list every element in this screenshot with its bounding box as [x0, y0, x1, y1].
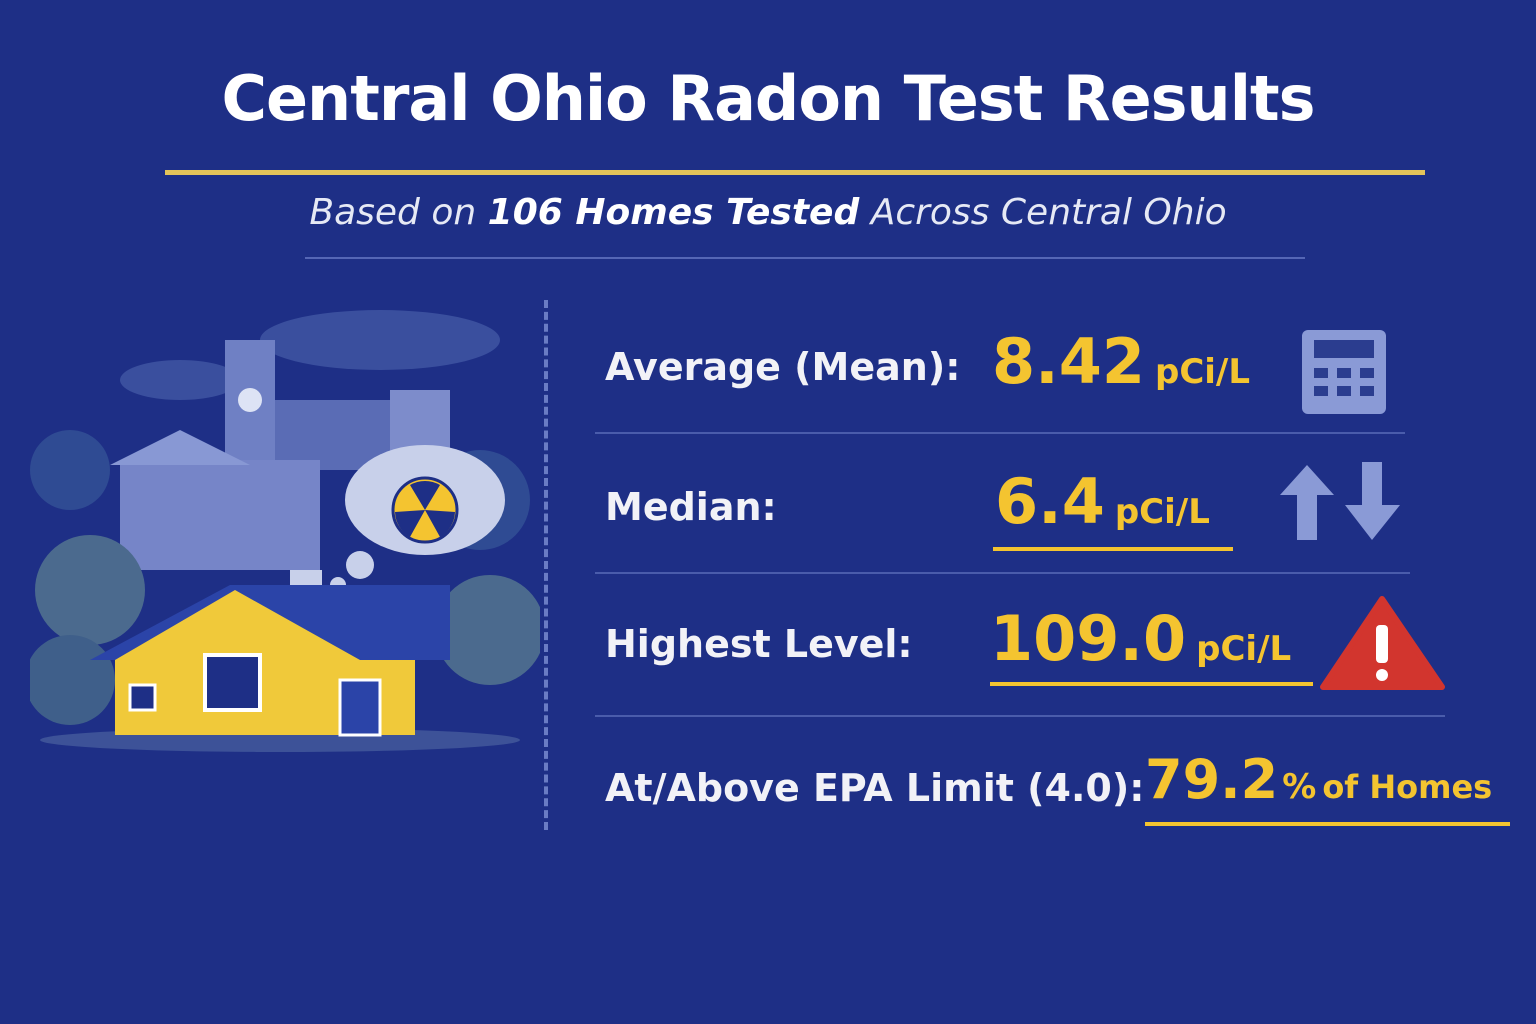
stat-label: Average (Mean): [605, 345, 961, 389]
warning-icon [1320, 596, 1445, 690]
unit: % [1282, 767, 1317, 807]
stat-label: Median: [605, 485, 777, 529]
underline [993, 547, 1233, 551]
stat-label: At/Above EPA Limit (4.0): [605, 766, 1145, 810]
stat-value: 79.2% of Homes [1145, 748, 1492, 811]
underline [990, 682, 1313, 686]
value: 109.0 [990, 602, 1187, 675]
title-rule [165, 170, 1425, 175]
value: 6.4 [995, 465, 1105, 538]
buildings [110, 340, 450, 570]
unit: pCi/L [1154, 352, 1251, 392]
stat-value: 109.0 pCi/L [990, 602, 1291, 675]
thought-bubble [330, 445, 505, 593]
divider [595, 572, 1410, 574]
stat-value: 6.4 pCi/L [995, 465, 1210, 538]
divider [595, 715, 1445, 717]
underline [1145, 822, 1510, 826]
subtitle-emphasis: 106 Homes Tested [487, 192, 860, 233]
separator [544, 300, 548, 830]
illustration [30, 310, 540, 752]
value: 79.2 [1145, 748, 1279, 811]
title: Central Ohio Radon Test Results [221, 62, 1316, 135]
calculator-icon [1302, 330, 1386, 414]
value: 8.42 [992, 325, 1145, 398]
subtitle-lead: Based on [309, 192, 477, 233]
arrows-icon [1280, 462, 1400, 540]
subtitle-rule [305, 257, 1305, 259]
house [90, 570, 450, 737]
unit: pCi/L [1114, 492, 1210, 532]
subtitle-tail: Across Central Ohio [870, 192, 1227, 233]
stat-label: Highest Level: [605, 622, 913, 666]
unit: pCi/L [1196, 629, 1292, 669]
stat-value: 8.42 pCi/L [992, 325, 1250, 398]
divider [595, 432, 1405, 434]
suffix: of Homes [1322, 768, 1493, 806]
clouds [120, 310, 500, 400]
subtitle: Based on 106 Homes Tested Across Central… [0, 192, 1536, 233]
